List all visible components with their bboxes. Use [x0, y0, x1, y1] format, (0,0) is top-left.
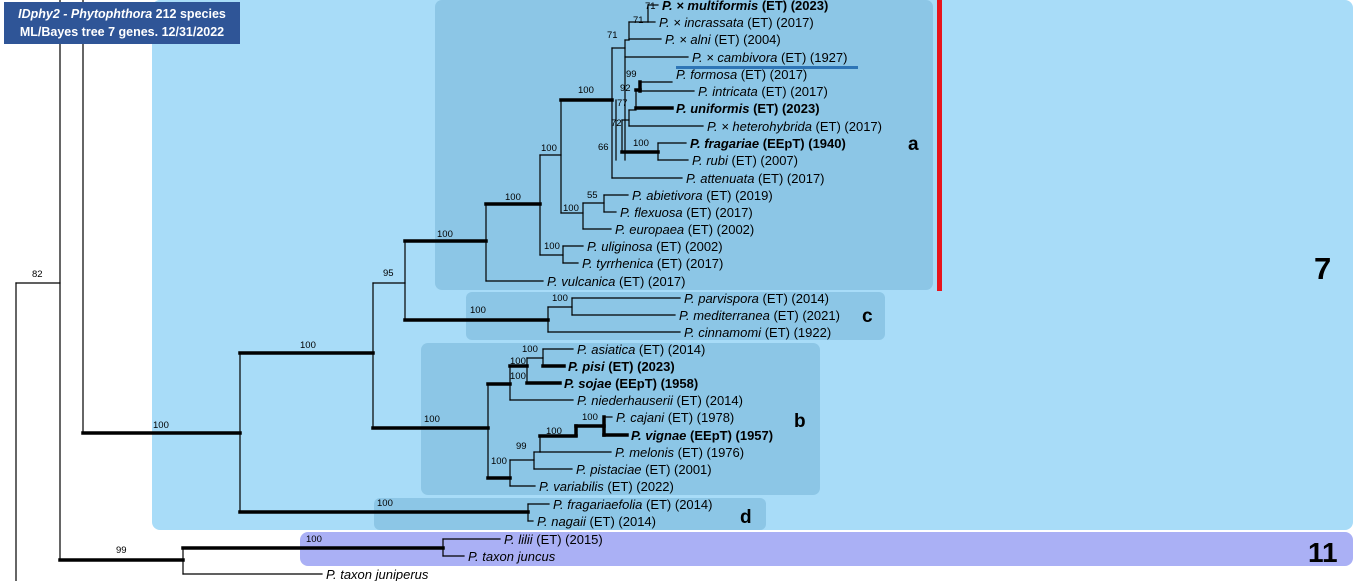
taxon-label: P. × heterohybrida (ET) (2017) — [707, 119, 882, 134]
taxon-label: P. asiatica (ET) (2014) — [577, 342, 705, 357]
taxon-label: P. variabilis (ET) (2022) — [539, 479, 674, 494]
support-value: 100 — [582, 412, 598, 423]
support-value: 100 — [377, 498, 393, 509]
taxon-label: P. taxon juniperus — [326, 567, 429, 581]
support-value: 100 — [424, 414, 440, 425]
support-value: 100 — [437, 229, 453, 240]
taxon-label: P. uliginosa (ET) (2002) — [587, 239, 723, 254]
support-value: 99 — [626, 69, 637, 80]
title-subtitle: ML/Bayes tree 7 genes. 12/31/2022 — [19, 25, 225, 39]
red-bar — [937, 0, 942, 291]
support-value: 72 — [611, 118, 622, 129]
support-value: 100 — [470, 305, 486, 316]
support-value: 100 — [153, 420, 169, 431]
taxon-label: P. tyrrhenica (ET) (2017) — [582, 256, 723, 271]
taxon-labels: P. × multiformis (ET) (2023) P. × incrass… — [326, 0, 882, 582]
taxon-label: P. pistaciae (ET) (2001) — [576, 462, 712, 477]
support-value: 100 — [578, 85, 594, 96]
taxon-label: P. niederhauserii (ET) (2014) — [577, 393, 743, 408]
support-value: 100 — [563, 203, 579, 214]
clade-label-d: d — [740, 507, 752, 528]
support-value: 95 — [383, 268, 394, 279]
taxon-label: P. pisi (ET) (2023) — [568, 359, 675, 374]
taxon-label: P. taxon juncus — [468, 549, 556, 564]
taxon-label: P. × alni (ET) (2004) — [665, 32, 781, 47]
support-value: 100 — [505, 192, 521, 203]
taxon-label: P. × cambivora (ET) (1927) — [692, 50, 847, 65]
support-value: 100 — [633, 138, 649, 149]
taxon-label: P. melonis (ET) (1976) — [615, 445, 744, 460]
taxon-label: P. parvispora (ET) (2014) — [684, 291, 829, 306]
tree-title-box: IDphy2 - Phytophthora 212 species ML/Bay… — [4, 2, 240, 44]
clade-label-7: 7 — [1314, 251, 1331, 286]
taxon-label: P. intricata (ET) (2017) — [698, 84, 828, 99]
support-value: 100 — [491, 456, 507, 467]
title-species-count: 212 species — [155, 7, 226, 21]
support-value: 71 — [633, 15, 644, 26]
taxon-label: P. nagaii (ET) (2014) — [537, 514, 656, 529]
taxon-label: P. mediterranea (ET) (2021) — [679, 308, 840, 323]
support-value: 100 — [546, 426, 562, 437]
support-value: 100 — [510, 371, 526, 382]
support-value: 100 — [544, 241, 560, 252]
subclade-a-background — [435, 0, 933, 290]
support-value: 99 — [516, 441, 527, 452]
taxon-label: P. × multiformis (ET) (2023) — [662, 0, 828, 13]
support-value: 100 — [541, 143, 557, 154]
support-value: 100 — [522, 344, 538, 355]
support-value: 99 — [116, 545, 127, 556]
clade-label-c: c — [862, 306, 873, 327]
title-genus: IDphy2 - Phytophthora — [18, 7, 153, 21]
taxon-label: P. attenuata (ET) (2017) — [686, 171, 825, 186]
taxon-label: P. cajani (ET) (1978) — [616, 410, 734, 425]
subclade-c-background — [466, 292, 885, 340]
cambivora-underline — [676, 66, 858, 69]
taxon-label: P. vignae (EEpT) (1957) — [631, 428, 773, 443]
support-value: 100 — [510, 356, 526, 367]
support-value: 71 — [607, 30, 618, 41]
taxon-label: P. formosa (ET) (2017) — [676, 67, 807, 82]
taxon-label: P. × incrassata (ET) (2017) — [659, 15, 814, 30]
support-value: 92 — [620, 83, 631, 94]
support-value: 66 — [598, 142, 609, 153]
support-value: 100 — [300, 340, 316, 351]
taxon-label: P. europaea (ET) (2002) — [615, 222, 754, 237]
support-value: 71 — [645, 1, 656, 12]
support-value: 77 — [617, 98, 628, 109]
clade-label-b: b — [794, 411, 806, 432]
support-value: 100 — [306, 534, 322, 545]
clade-label-a: a — [908, 134, 919, 155]
taxon-label: P. lilii (ET) (2015) — [504, 532, 603, 547]
support-value: 82 — [32, 269, 43, 280]
taxon-label: P. cinnamomi (ET) (1922) — [684, 325, 831, 340]
taxon-label: P. vulcanica (ET) (2017) — [547, 274, 686, 289]
clade-11-background — [300, 532, 1353, 566]
subclade-b-background — [421, 343, 820, 495]
taxon-label: P. abietivora (ET) (2019) — [632, 188, 773, 203]
clade-label-11: 11 — [1308, 537, 1338, 568]
taxon-label: P. rubi (ET) (2007) — [692, 153, 798, 168]
taxon-label: P. flexuosa (ET) (2017) — [620, 205, 753, 220]
subclade-d-background — [374, 498, 766, 530]
support-value: 100 — [552, 293, 568, 304]
tree-branches — [15, 0, 704, 582]
taxon-label: P. uniformis (ET) (2023) — [676, 101, 820, 116]
support-value: 55 — [587, 190, 598, 201]
taxon-label: P. fragariaefolia (ET) (2014) — [553, 497, 712, 512]
taxon-label: P. fragariae (EEpT) (1940) — [690, 136, 846, 151]
taxon-label: P. sojae (EEpT) (1958) — [564, 376, 698, 391]
